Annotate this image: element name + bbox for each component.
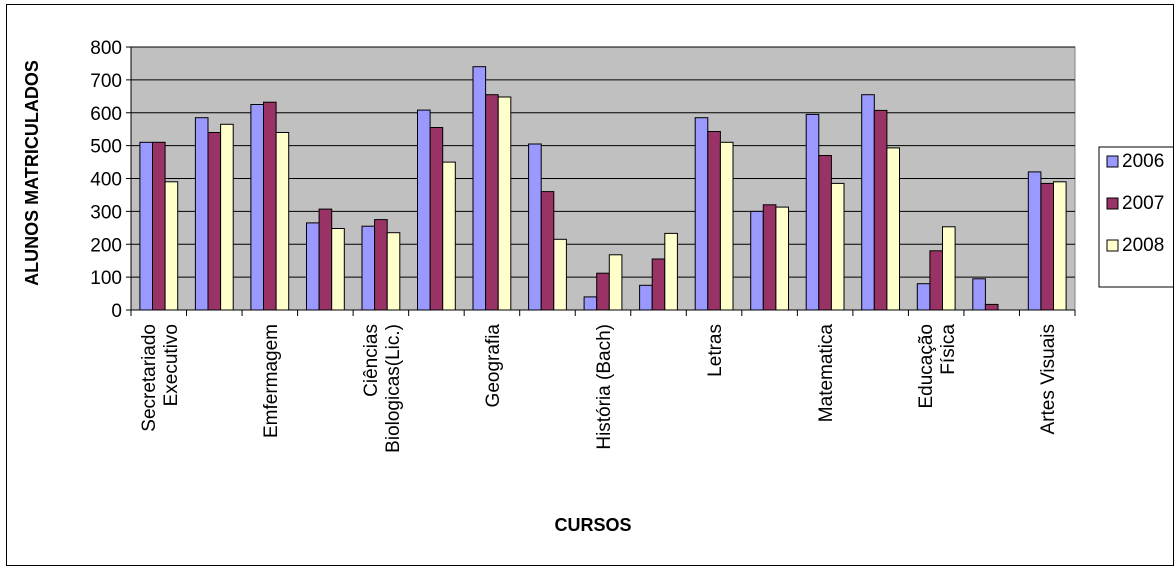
x-category-line: Geografia <box>483 324 504 408</box>
bars <box>139 66 1067 311</box>
bar-2007-7 <box>540 191 555 311</box>
bar-2008-8 <box>608 254 623 311</box>
bar-2007-9 <box>651 258 666 311</box>
y-tick-label: 600 <box>90 104 122 125</box>
bar-2008-9 <box>664 232 678 311</box>
bar-2007-1 <box>207 132 222 311</box>
bar-2007-0 <box>152 141 166 311</box>
bar-2008-0 <box>164 181 179 311</box>
bar-2007-14 <box>929 250 944 311</box>
bar-2006-6 <box>472 66 487 311</box>
bar-2006-7 <box>528 143 542 311</box>
legend: 2006 2007 2008 <box>1098 146 1173 288</box>
bar-2007-5 <box>429 127 444 311</box>
bar-2006-4 <box>361 225 376 311</box>
x-category-label: Emfermagem <box>261 324 282 438</box>
bar-2006-14 <box>916 283 931 311</box>
x-category-line: Emfermagem <box>261 324 282 438</box>
x-category-label: Artes Visuais <box>1038 324 1059 435</box>
bar-2006-15 <box>972 278 986 311</box>
bar-2008-6 <box>497 96 512 311</box>
bar-2006-3 <box>306 222 320 311</box>
y-tick-label: 500 <box>90 137 122 158</box>
bar-2007-10 <box>707 131 721 311</box>
bar-2008-1 <box>220 123 234 311</box>
bar-2008-11 <box>775 206 790 311</box>
y-tick-label: 0 <box>111 301 122 322</box>
x-category-line: Matematica <box>816 324 837 423</box>
bar-chart: 0 100 200 300 400 500 600 700 800 Secretariado Ex… <box>22 38 1173 535</box>
legend-swatch-2006 <box>1106 155 1119 168</box>
legend-box <box>1098 146 1173 288</box>
bar-2007-2 <box>263 101 277 311</box>
bar-2008-10 <box>719 141 734 311</box>
legend-label-2008: 2008 <box>1122 235 1164 256</box>
bar-2008-16 <box>1053 181 1067 311</box>
x-category-line: Ciências <box>361 324 382 397</box>
x-category-label: Educação Física <box>916 324 959 409</box>
bar-2006-11 <box>750 210 764 311</box>
x-axis-title: CURSOS <box>554 515 631 535</box>
bar-2007-11 <box>762 204 777 311</box>
x-category-label: História (Bach) <box>594 324 615 450</box>
y-axis-title: ALUNOS MATRICULADOS <box>22 60 42 286</box>
bar-2008-7 <box>553 238 567 311</box>
bar-2006-8 <box>583 296 598 311</box>
legend-label-2006: 2006 <box>1122 151 1164 172</box>
legend-swatch-2008 <box>1106 239 1119 252</box>
y-tick-label: 200 <box>90 235 122 256</box>
x-category-label: Secretariado Executivo <box>139 324 182 432</box>
bar-2008-13 <box>886 147 901 311</box>
x-category-label: Matematica <box>816 324 837 423</box>
y-tick-label: 300 <box>90 202 122 223</box>
bar-2006-10 <box>694 117 709 311</box>
legend-swatch-2007 <box>1106 197 1119 210</box>
x-axis-labels: Secretariado Executivo Emfermagem Ciências B… <box>139 324 1059 453</box>
bar-2007-4 <box>374 219 388 311</box>
bar-2006-2 <box>250 104 264 311</box>
y-tick-label: 100 <box>90 268 122 289</box>
x-category-label: Letras <box>705 324 726 377</box>
y-tick-label: 400 <box>90 170 122 191</box>
bar-2006-0 <box>139 141 153 311</box>
bar-2008-12 <box>830 182 845 311</box>
chart-frame: 0 100 200 300 400 500 600 700 800 Secretariado Ex… <box>6 4 1174 566</box>
bar-2007-8 <box>596 272 610 311</box>
x-category-line: Letras <box>705 324 726 377</box>
bar-2007-12 <box>818 155 832 311</box>
bar-2007-15 <box>984 303 999 311</box>
bar-2007-16 <box>1040 182 1055 311</box>
y-axis-ticks: 0 100 200 300 400 500 600 700 800 <box>90 38 131 322</box>
x-category-label: Ciências Biologicas(Lic.) <box>361 324 404 453</box>
bar-2006-5 <box>417 109 431 311</box>
bar-2006-13 <box>861 94 875 311</box>
y-tick-label: 800 <box>90 38 122 59</box>
x-category-line: Biologicas(Lic.) <box>383 324 404 453</box>
bar-2006-9 <box>639 284 653 311</box>
x-category-line: Executivo <box>161 324 182 406</box>
x-category-label: Geografia <box>483 324 504 408</box>
x-category-line: História (Bach) <box>594 324 615 450</box>
bar-2006-16 <box>1027 171 1042 311</box>
x-category-line: Artes Visuais <box>1038 324 1059 435</box>
x-category-line: Secretariado <box>139 324 160 432</box>
bar-2008-2 <box>275 132 290 311</box>
legend-label-2007: 2007 <box>1122 193 1164 214</box>
y-tick-label: 700 <box>90 71 122 92</box>
bar-2008-14 <box>942 226 956 311</box>
bar-2007-13 <box>873 109 888 311</box>
x-category-line: Física <box>938 324 959 375</box>
x-category-line: Educação <box>916 324 937 409</box>
x-axis-ticks <box>130 310 1076 316</box>
bar-2006-12 <box>805 113 820 311</box>
bar-2008-3 <box>331 228 345 311</box>
bar-2008-5 <box>442 161 456 311</box>
bar-2007-3 <box>318 208 333 311</box>
bar-2006-1 <box>194 117 209 311</box>
bar-2008-4 <box>386 232 401 311</box>
bar-2007-6 <box>485 94 499 311</box>
